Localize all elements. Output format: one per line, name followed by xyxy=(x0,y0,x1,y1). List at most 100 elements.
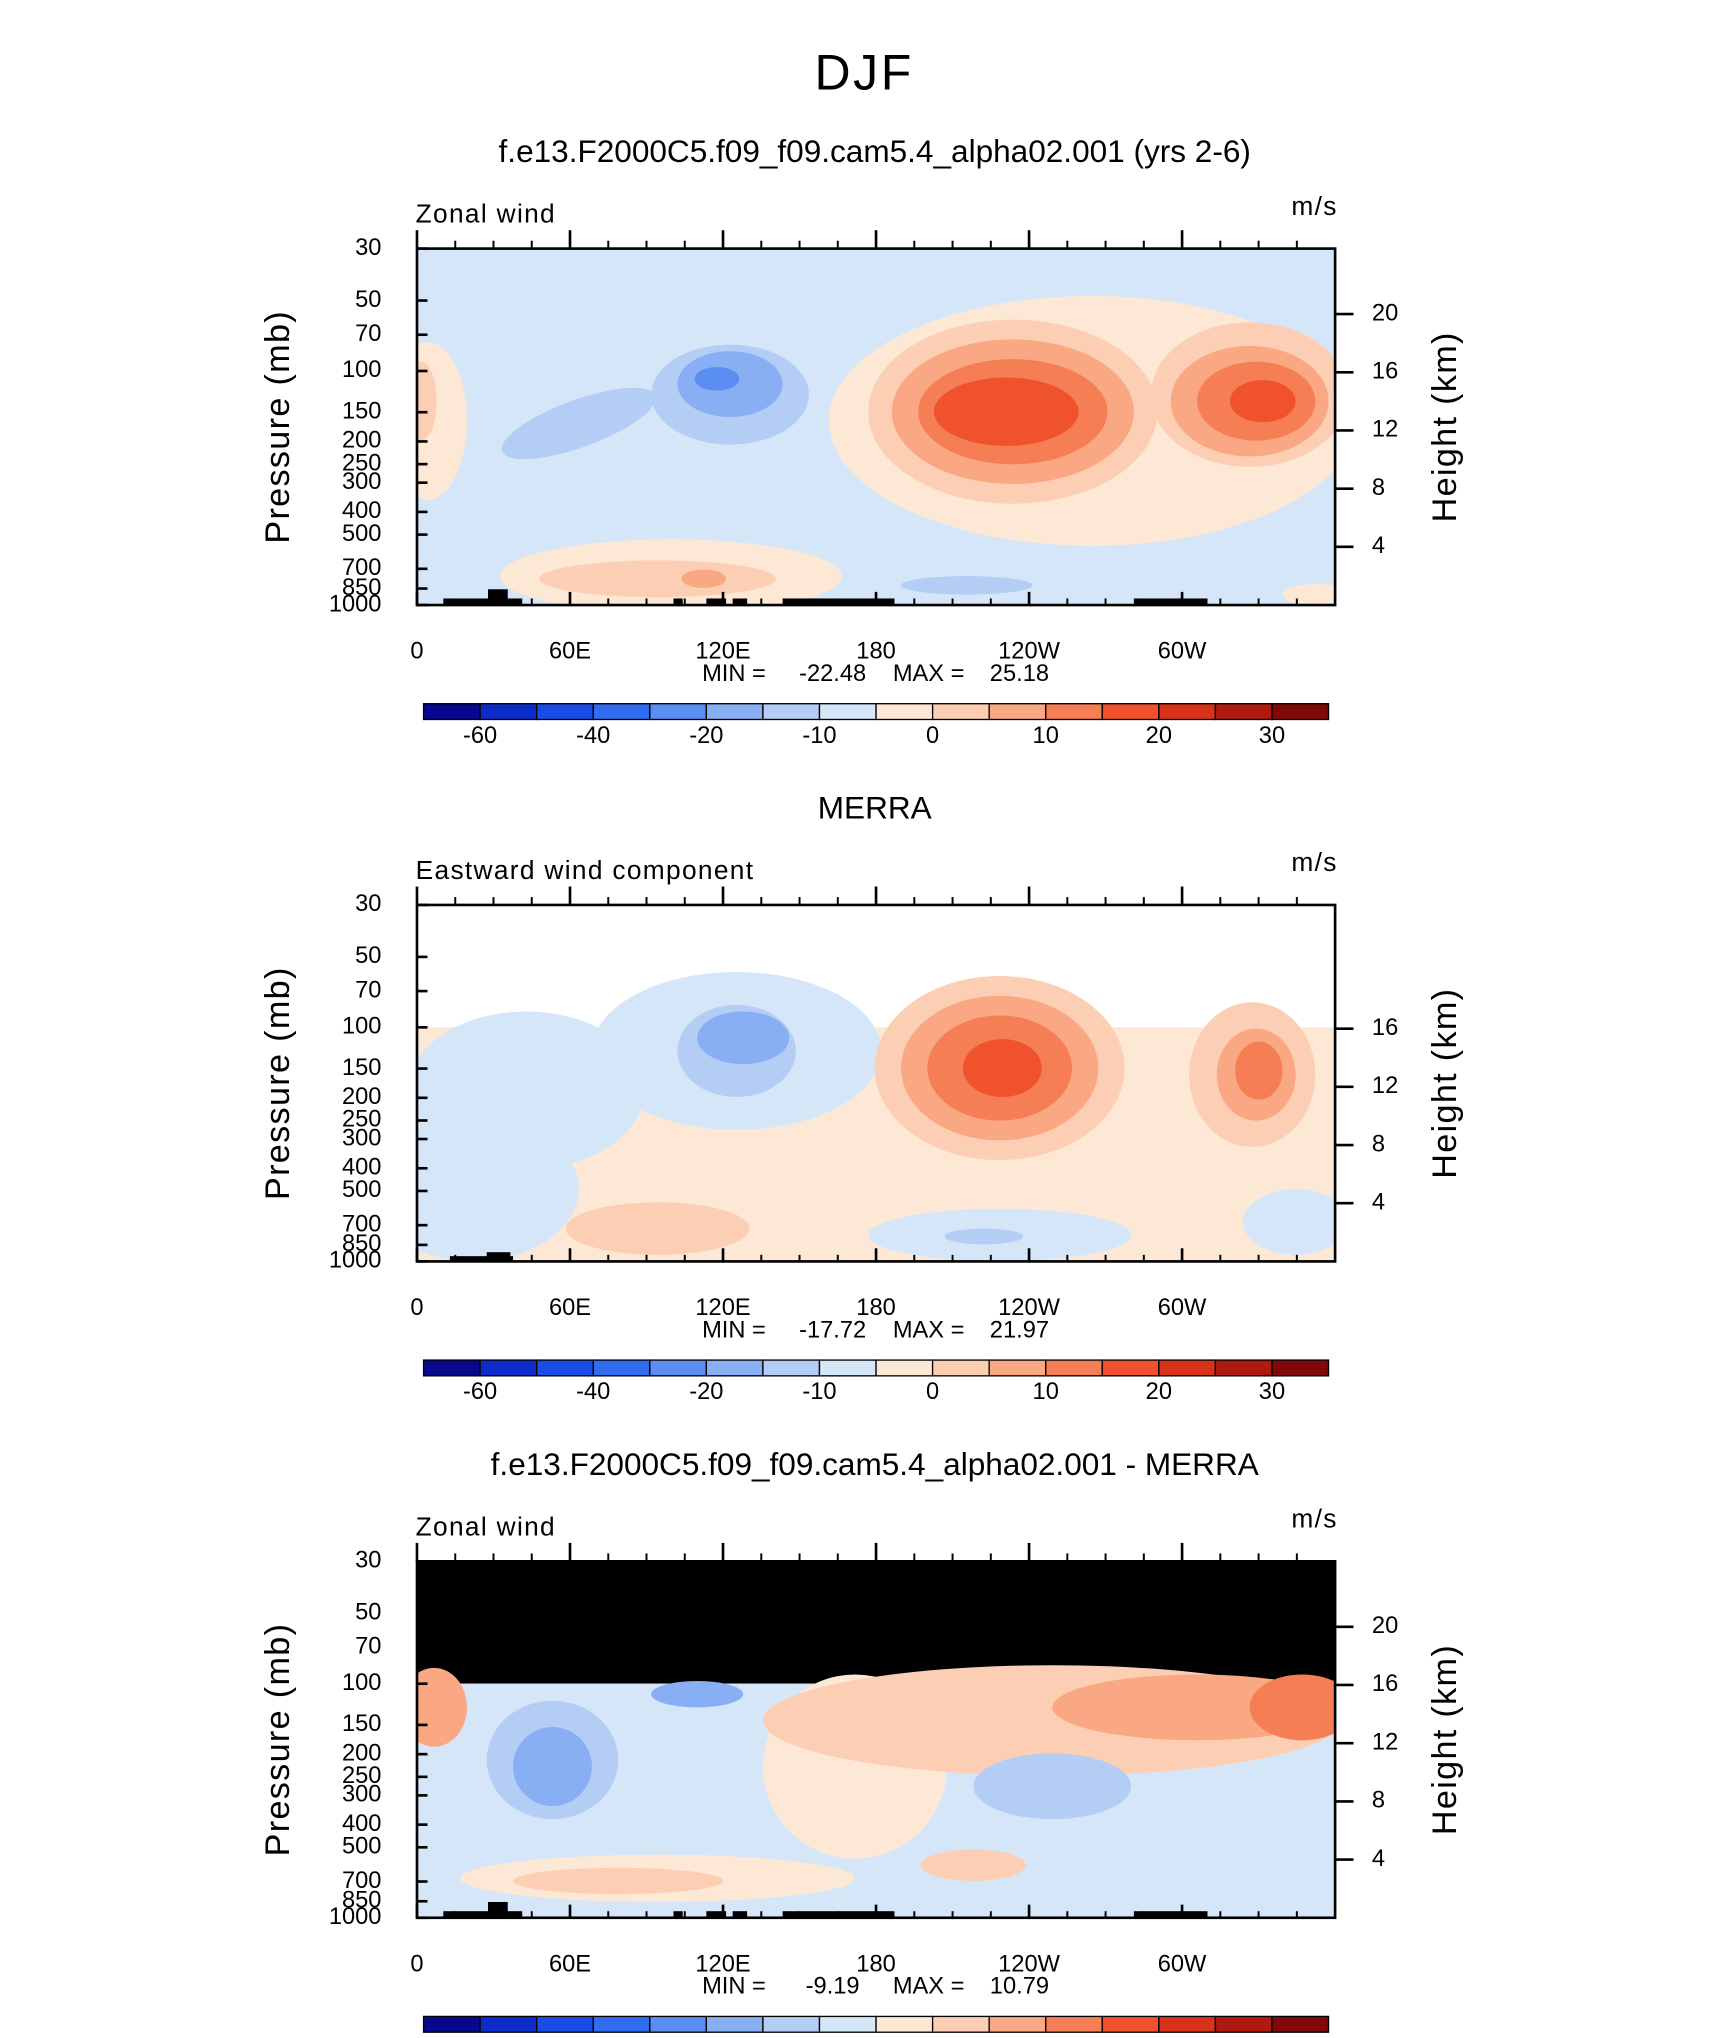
y2-tick-label: 8 xyxy=(1372,1131,1385,1157)
x-tick-label: 120W xyxy=(998,639,1060,665)
y-tick-label: 100 xyxy=(342,1014,381,1040)
colorbar-box xyxy=(988,2015,1047,2033)
x-tick-label: 0 xyxy=(410,639,423,665)
colorbar-box xyxy=(592,1359,651,1377)
colorbar-box xyxy=(1101,2015,1160,2033)
colorbar-box xyxy=(1271,1359,1330,1377)
y-tick-label: 30 xyxy=(355,891,381,917)
x-tick-label: 60W xyxy=(1158,1295,1207,1321)
colorbar-box xyxy=(705,2015,764,2033)
y-axis-label: Pressure (mb) xyxy=(259,1623,297,1857)
colorbar-box xyxy=(479,2015,538,2033)
y-tick-label: 200 xyxy=(342,1084,381,1110)
panel-title: f.e13.F2000C5.f09_f09.cam5.4_alpha02.001… xyxy=(499,133,1251,169)
colorbar-box xyxy=(479,1359,538,1377)
y-tick-label: 30 xyxy=(355,1548,381,1574)
max-label: MAX = xyxy=(893,661,965,687)
colorbar-label: -10 xyxy=(802,723,836,749)
x-tick-label: 120W xyxy=(998,1951,1060,1977)
colorbar-label: 1 xyxy=(926,2036,939,2038)
colorbar-box xyxy=(536,703,594,721)
y-tick-label: 200 xyxy=(342,1740,381,1766)
colorbar-box xyxy=(1158,703,1217,721)
colorbar-box xyxy=(1271,703,1330,721)
colorbar-box xyxy=(1214,703,1273,721)
y-tick-label: 250 xyxy=(342,450,381,476)
colorbar-box xyxy=(875,1359,934,1377)
colorbar-label: -60 xyxy=(463,723,497,749)
left-label: Zonal wind xyxy=(416,1511,556,1541)
colorbar-label: -10 xyxy=(802,1379,836,1405)
colorbar-label: 20 xyxy=(1146,723,1172,749)
colorbar-label: -18 xyxy=(463,2036,497,2038)
colorbar-label: 0 xyxy=(926,1379,939,1405)
colorbar-box xyxy=(1101,1359,1160,1377)
y2-tick-label: 16 xyxy=(1372,1015,1398,1041)
contour-field xyxy=(416,1561,1336,1918)
x-tick-label: 60W xyxy=(1158,1951,1207,1977)
max-value: 21.97 xyxy=(990,1317,1049,1343)
x-tick-label: 0 xyxy=(410,1951,423,1977)
colorbar-box xyxy=(422,2015,481,2033)
colorbar-label: 30 xyxy=(1259,723,1285,749)
y2-tick-label: 4 xyxy=(1372,533,1385,559)
min-value: -17.72 xyxy=(799,1317,866,1343)
panel: MERRA Eastward wind component m/s Pressure … xyxy=(259,790,1464,1406)
colorbar-label: -9 xyxy=(639,2036,660,2038)
colorbar-label: 0 xyxy=(869,2036,882,2038)
y-axis-label: Pressure (mb) xyxy=(259,966,297,1200)
colorbar-box xyxy=(1158,2015,1217,2033)
colorbar-label: -3 xyxy=(752,2036,773,2038)
colorbar-label: 12 xyxy=(1146,2036,1172,2038)
colorbar-box xyxy=(875,703,934,721)
colorbar-box xyxy=(1214,2015,1273,2033)
max-value: 25.18 xyxy=(990,661,1049,687)
y-tick-label: 500 xyxy=(342,1834,381,1860)
y-tick-label: 300 xyxy=(342,469,381,495)
colorbar-box xyxy=(818,2015,877,2033)
y-tick-label: 30 xyxy=(355,235,381,261)
y-tick-label: 500 xyxy=(342,1177,381,1203)
min-label: MIN = xyxy=(702,661,766,687)
y-tick-label: 400 xyxy=(342,498,381,524)
colorbar-box xyxy=(422,703,481,721)
right-label: m/s xyxy=(1291,191,1337,221)
colorbar-label: 30 xyxy=(1259,1379,1285,1405)
y-tick-label: 1000 xyxy=(329,1248,382,1274)
colorbar-label: -40 xyxy=(576,723,610,749)
right-label: m/s xyxy=(1291,847,1337,877)
colorbar-box xyxy=(762,703,821,721)
right-label: m/s xyxy=(1291,1503,1337,1533)
colorbar-label: 15 xyxy=(1202,2036,1228,2038)
x-tick-label: 0 xyxy=(410,1295,423,1321)
colorbar-label: 10 xyxy=(1033,1379,1059,1405)
y-tick-label: 70 xyxy=(355,977,381,1003)
colorbar-label: 6 xyxy=(1039,2036,1052,2038)
colorbar-box xyxy=(1101,703,1160,721)
y-tick-label: 300 xyxy=(342,1125,381,1151)
x-tick-label: 60W xyxy=(1158,639,1207,665)
y-tick-label: 70 xyxy=(355,1634,381,1660)
panel: f.e13.F2000C5.f09_f09.cam5.4_alpha02.001… xyxy=(259,1446,1464,2038)
colorbar-label: -60 xyxy=(463,1379,497,1405)
y-axis-label: Pressure (mb) xyxy=(259,310,297,544)
max-label: MAX = xyxy=(893,1974,965,2000)
left-label: Eastward wind component xyxy=(416,855,755,885)
colorbar-label: -20 xyxy=(689,723,723,749)
y2-tick-label: 4 xyxy=(1372,1846,1385,1872)
colorbar-box xyxy=(818,703,877,721)
y-tick-label: 1000 xyxy=(329,591,382,617)
colorbar-label: -15 xyxy=(520,2036,554,2038)
y2-tick-label: 20 xyxy=(1372,1613,1398,1639)
y-tick-label: 250 xyxy=(342,1763,381,1789)
colorbar-label: 9 xyxy=(1096,2036,1109,2038)
x-tick-label: 180 xyxy=(856,1295,895,1321)
y-tick-label: 700 xyxy=(342,555,381,581)
colorbar-label: -1 xyxy=(809,2036,830,2038)
y-tick-label: 150 xyxy=(342,398,381,424)
y-tick-label: 400 xyxy=(342,1811,381,1837)
colorbar-label: -20 xyxy=(689,1379,723,1405)
y-tick-label: 50 xyxy=(355,1599,381,1625)
y2-tick-label: 4 xyxy=(1372,1189,1385,1215)
